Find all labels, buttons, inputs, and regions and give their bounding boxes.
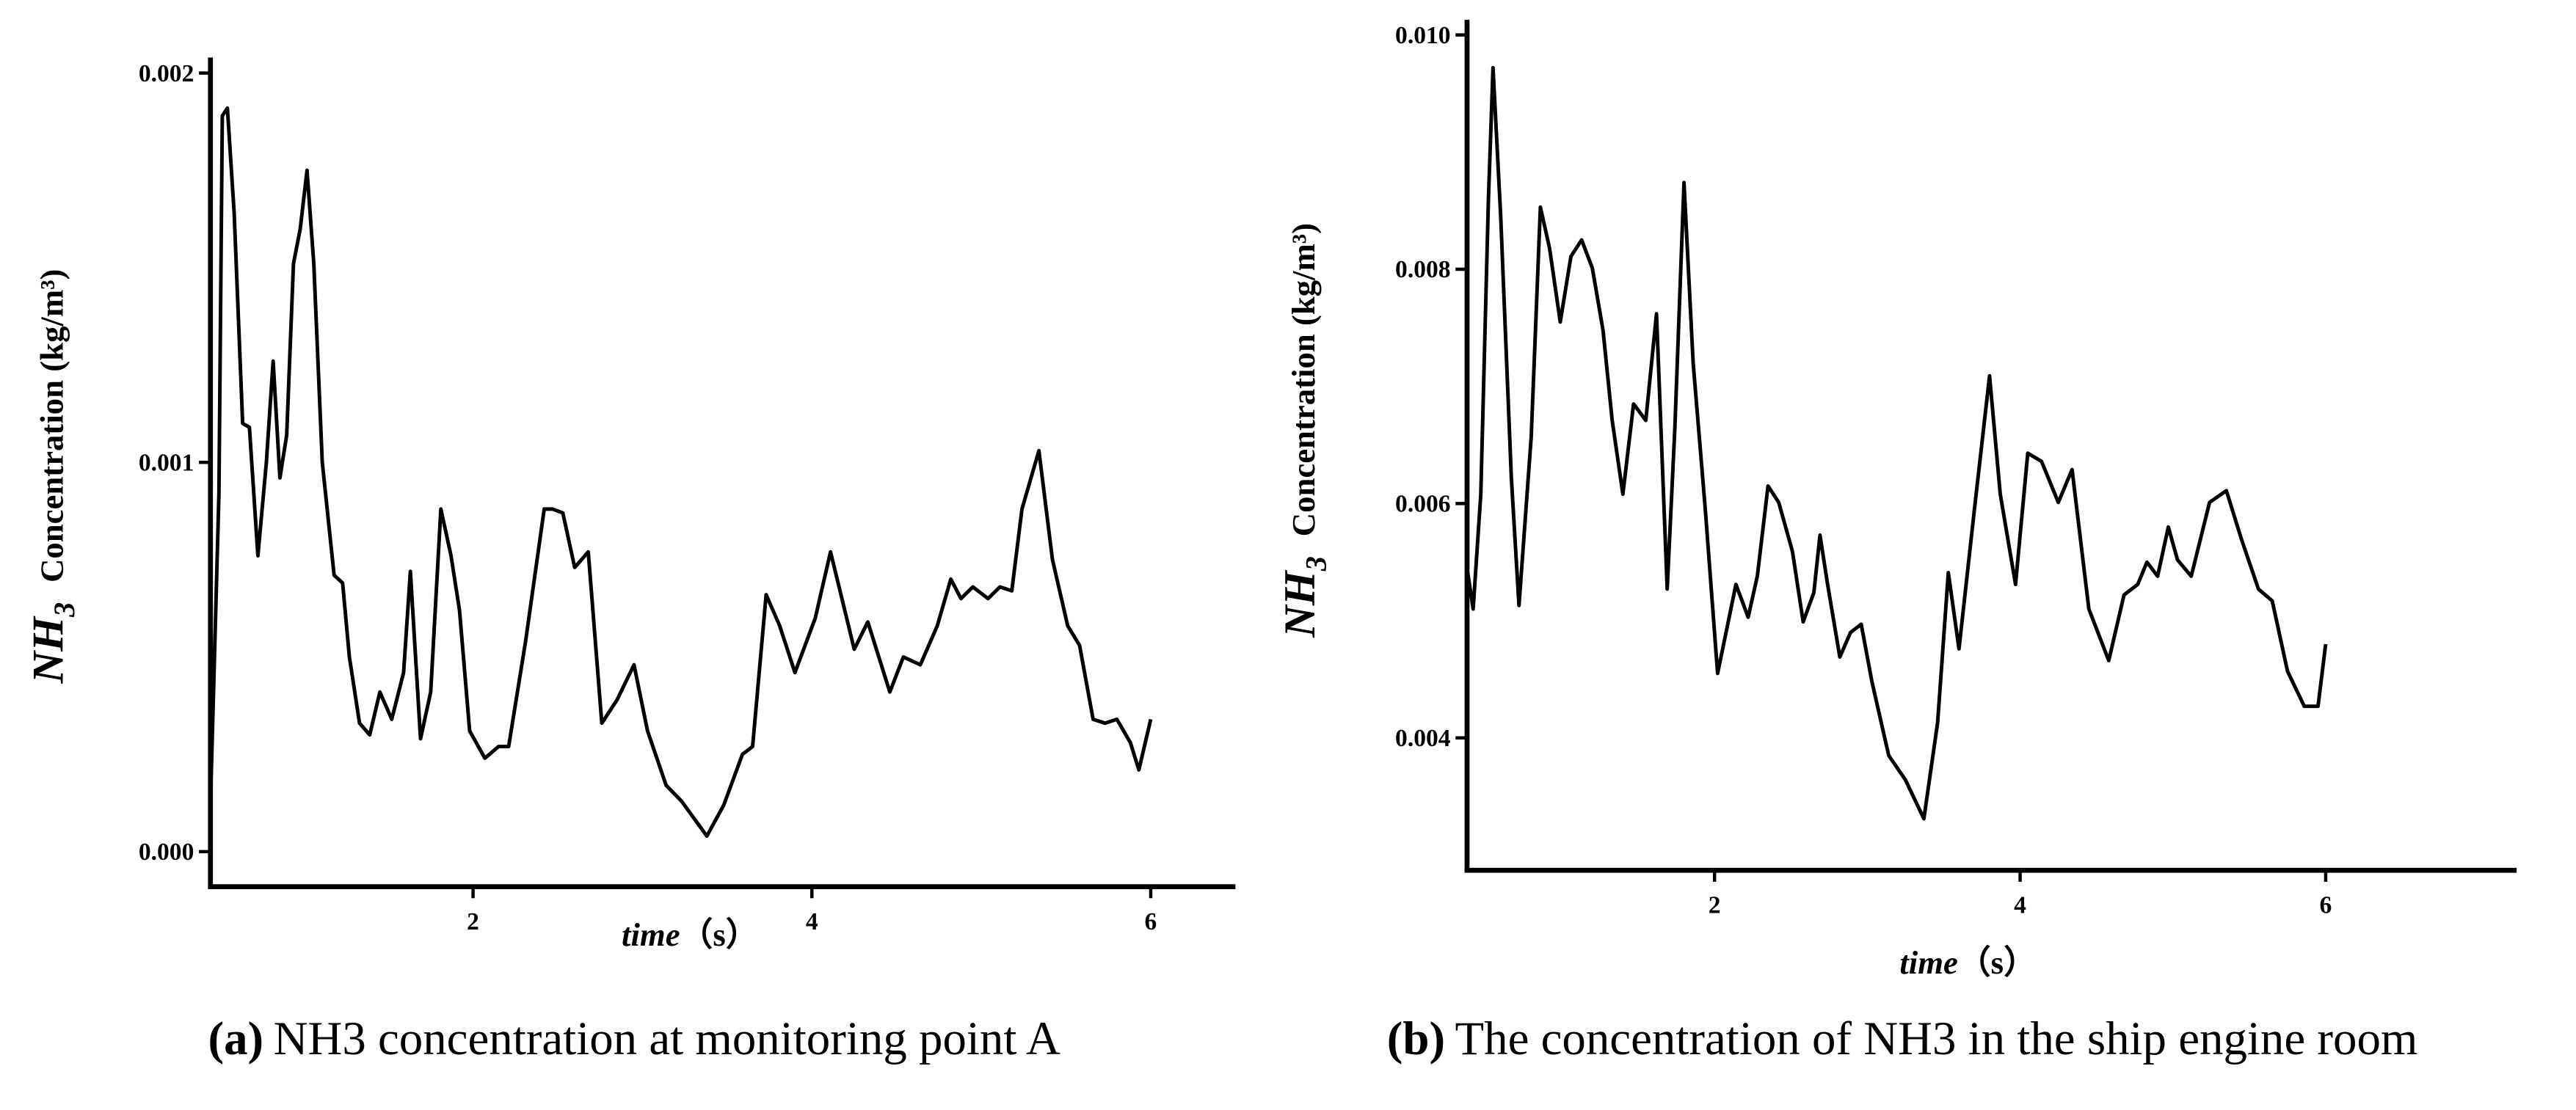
x-label-unit: （s） xyxy=(680,916,759,953)
x-label-variable: time xyxy=(622,916,680,953)
x-axis-label: time（s） xyxy=(622,916,758,953)
y-tick-label: 0.004 xyxy=(1395,725,1451,752)
x-tick-label: 6 xyxy=(2320,891,2332,919)
x-tick-label: 4 xyxy=(806,908,818,935)
y-label-text: Concentration (kg/m³) xyxy=(1285,223,1322,536)
y-axis-label: NH3 Concentration (kg/m³) xyxy=(23,269,81,684)
y-tick-label: 0.000 xyxy=(139,839,194,866)
x-axis-label: time（s） xyxy=(1899,944,2036,981)
caption: (b) The concentration of NH3 in the ship … xyxy=(1387,1012,2418,1065)
x-label-unit: （s） xyxy=(1958,944,2037,981)
caption-text: NH3 concentration at monitoring point A xyxy=(274,1012,1060,1065)
x-tick-label: 2 xyxy=(467,908,479,935)
y-tick-label: 0.001 xyxy=(139,449,194,476)
y-tick-label: 0.008 xyxy=(1395,256,1451,283)
x-tick-label: 2 xyxy=(1709,891,1721,919)
y-tick-label: 0.002 xyxy=(139,60,194,87)
data-line xyxy=(208,106,1153,839)
y-label-subscript: 3 xyxy=(1299,556,1332,572)
x-tick-label: 4 xyxy=(2014,891,2026,919)
caption: (a) NH3 concentration at monitoring point… xyxy=(208,1012,1061,1065)
y-label-species: NH xyxy=(23,616,73,684)
x-tick-label: 6 xyxy=(1145,908,1157,935)
data-line xyxy=(1465,65,2328,821)
caption-label: (b) xyxy=(1387,1012,1445,1065)
caption-text: The concentration of NH3 in the ship eng… xyxy=(1455,1012,2417,1065)
y-axis-label: NH3 Concentration (kg/m³) xyxy=(1276,223,1333,638)
y-tick-label: 0.010 xyxy=(1395,22,1451,49)
y-tick-label: 0.006 xyxy=(1395,491,1451,518)
y-label-species: NH xyxy=(1276,569,1325,638)
x-label-variable: time xyxy=(1899,944,1958,981)
y-label-subscript: 3 xyxy=(48,602,81,618)
caption-label: (a) xyxy=(208,1012,264,1065)
y-label-text: Concentration (kg/m³) xyxy=(33,269,70,583)
